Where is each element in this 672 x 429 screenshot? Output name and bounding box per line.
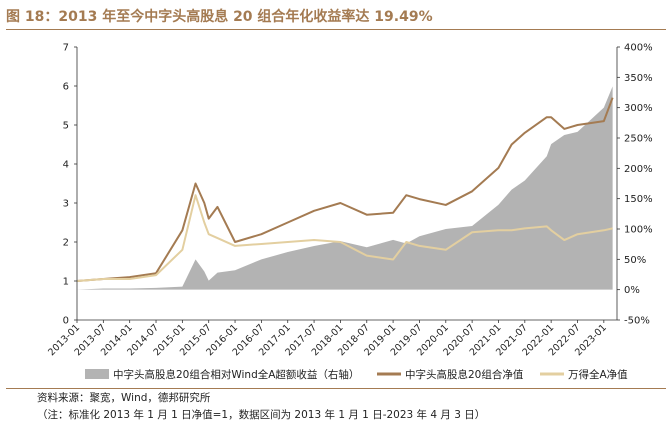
y-right-tick-label: 250%	[624, 134, 653, 145]
title-rule	[6, 29, 666, 30]
y-right-tick-label: 150%	[624, 194, 653, 205]
y-left-tick-label: 4	[63, 160, 69, 171]
source-text: 资料来源：聚宽，Wind，德邦研究所	[37, 392, 211, 404]
y-right-tick-label: 400%	[624, 43, 653, 54]
y-right-tick-label: 0%	[624, 285, 640, 296]
y-left-tick-label: 1	[63, 277, 69, 288]
legend: 中字头高股息20组合相对Wind全A超额收益（右轴） 中字头高股息20组合净值 万得…	[85, 368, 628, 381]
y-right-tick-label: 50%	[624, 255, 646, 266]
y-left-tick-label: 6	[63, 82, 69, 93]
series-benchmark-line	[76, 194, 613, 282]
legend-excess-label: 中字头高股息20组合相对Wind全A超额收益（右轴）	[113, 368, 359, 381]
legend-benchmark-label: 万得全A净值	[568, 368, 628, 381]
source-block: 资料来源：聚宽，Wind，德邦研究所 （注：标准化 2013 年 1 月 1 日…	[37, 390, 485, 424]
y-right-tick-label: 200%	[624, 164, 653, 175]
legend-portfolio-label: 中字头高股息20组合净值	[405, 368, 524, 381]
y-left-tick-label: 2	[63, 238, 69, 249]
series-excess-area	[77, 86, 613, 290]
source-rule	[6, 388, 666, 389]
figure-title: 图 18：2013 年至今中字头高股息 20 组合年化收益率达 19.49%	[6, 9, 433, 25]
y-left-tick-label: 3	[63, 199, 69, 210]
y-left-tick-label: 5	[63, 121, 69, 132]
y-right-tick-label: -50%	[624, 316, 650, 327]
y-right-tick-label: 100%	[624, 225, 653, 236]
legend-excess-swatch	[85, 369, 109, 379]
y-right-tick-label: 300%	[624, 103, 653, 114]
note-text: （注：标准化 2013 年 1 月 1 日净值=1，数据区间为 2013 年 1…	[37, 409, 486, 421]
y-right-tick-label: 350%	[624, 73, 653, 84]
series-portfolio-line	[76, 97, 614, 282]
plot-area	[76, 86, 614, 290]
y-left-tick-label: 7	[63, 43, 69, 54]
y-left-tick-label: 0	[63, 316, 69, 327]
